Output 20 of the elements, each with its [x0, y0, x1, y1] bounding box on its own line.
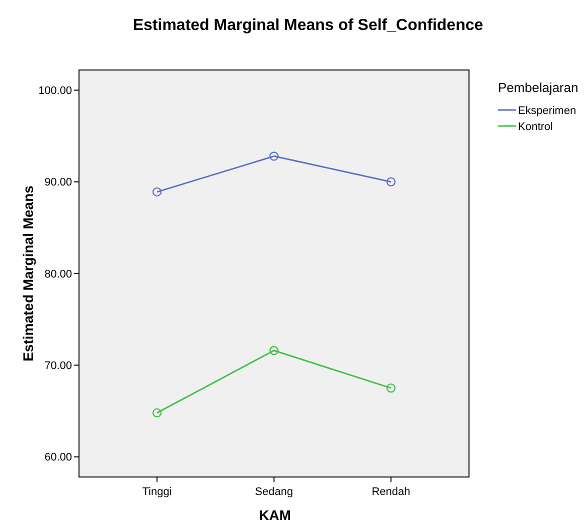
x-tick-label: Tinggi	[142, 486, 172, 498]
x-axis-title: KAM	[259, 507, 291, 523]
point	[386, 383, 396, 393]
y-tick-label: 90.00	[44, 176, 72, 189]
chart-title: Estimated Marginal Means of Self_Confidence	[132, 17, 484, 34]
y-tick-label: 70.00	[44, 360, 72, 372]
legend-title: Pembelajaran	[498, 80, 578, 95]
x-tick-label: Sedang	[255, 486, 293, 498]
y-tick-label: 80.00	[44, 268, 72, 280]
point	[152, 187, 162, 197]
point	[152, 408, 162, 418]
point	[269, 346, 279, 356]
point	[269, 152, 279, 161]
legend-label: Eksperimen	[518, 104, 576, 117]
y-tick-label: 100.00	[38, 85, 72, 98]
point	[386, 177, 396, 186]
y-tick-label: 60.00	[44, 452, 72, 464]
x-tick-label: Rendah	[372, 486, 410, 498]
legend-label: Kontrol	[518, 120, 553, 133]
y-axis-title: Estimated Marginal Means	[20, 185, 36, 362]
